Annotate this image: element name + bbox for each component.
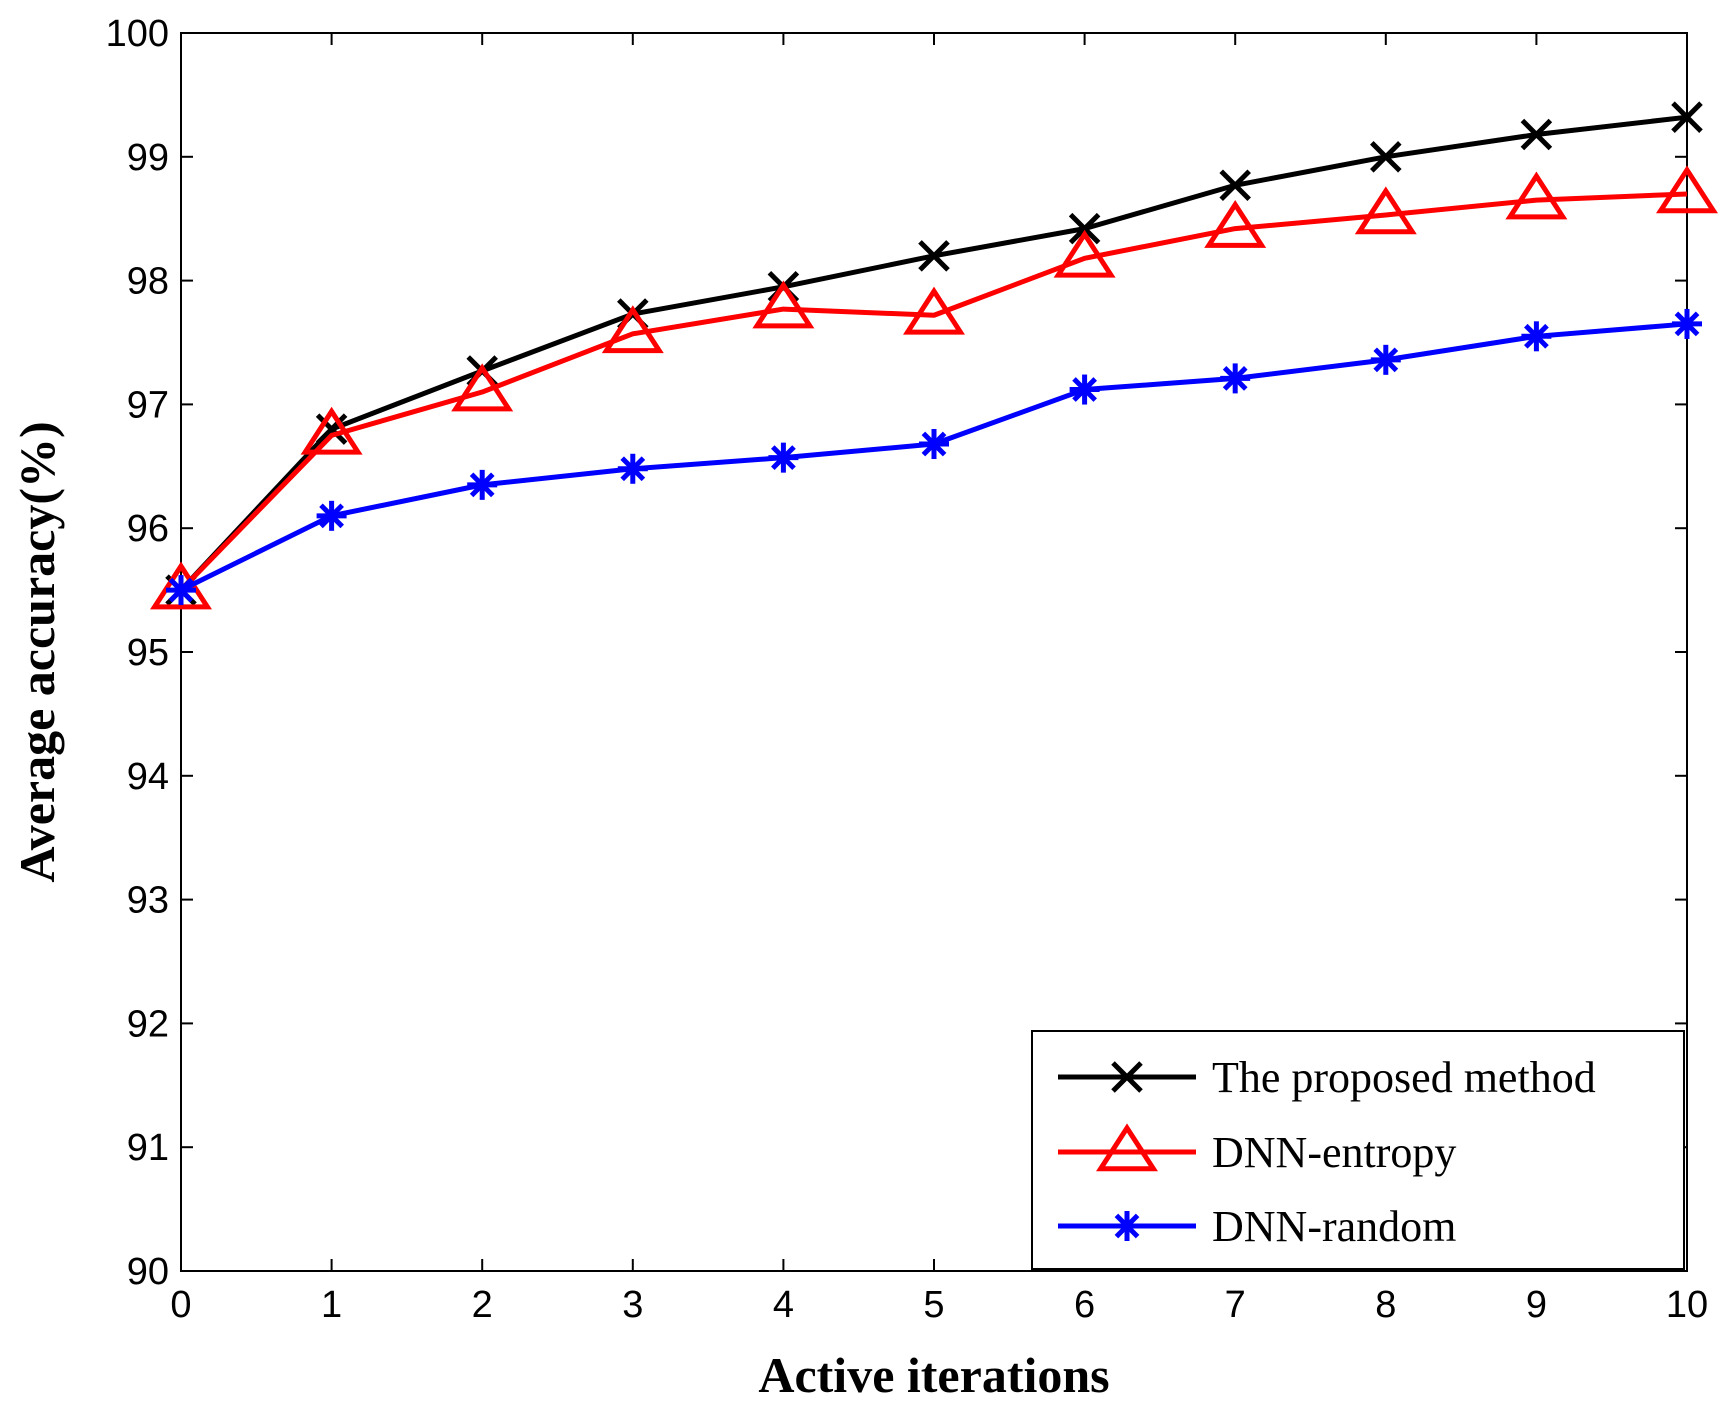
x-tick-label: 6: [1074, 1284, 1095, 1326]
marker-stroke: [918, 240, 950, 272]
data-point: [919, 429, 949, 460]
marker-stroke: [1219, 169, 1251, 202]
marker-stroke: [1370, 141, 1402, 173]
x-tick-label: 0: [170, 1284, 191, 1326]
data-point: [1520, 118, 1553, 151]
x-tick-label: 1: [321, 1284, 342, 1326]
legend-marker: [1096, 1123, 1158, 1172]
data-point: [601, 305, 664, 354]
series-dnn-random: [166, 308, 1702, 606]
y-tick-label: 100: [106, 13, 169, 55]
data-point: [315, 413, 348, 445]
marker-stroke: [1068, 212, 1101, 245]
y-tick-label: 90: [127, 1251, 169, 1293]
legend-marker: [1112, 1211, 1142, 1241]
legend-entry: DNN-entropy: [1058, 1123, 1456, 1177]
marker-stroke: [620, 456, 646, 482]
marker-stroke: [771, 445, 796, 471]
marker-stroke: [1222, 366, 1248, 391]
data-point: [1370, 141, 1402, 173]
x-tick-label: 10: [1666, 1284, 1708, 1326]
legend-label: DNN-random: [1212, 1202, 1456, 1251]
data-point: [1672, 308, 1702, 339]
marker-stroke: [1671, 101, 1703, 133]
y-tick-label: 96: [127, 508, 169, 550]
data-point: [166, 575, 196, 606]
y-tick-label: 99: [127, 137, 169, 179]
y-tick-label: 97: [127, 384, 169, 426]
legend-label: DNN-entropy: [1212, 1128, 1456, 1177]
marker-stroke: [921, 431, 947, 457]
series-dnn-entropy: [150, 165, 1718, 610]
data-point: [451, 363, 514, 412]
data-point: [1505, 171, 1568, 220]
marker-stroke: [1114, 1213, 1140, 1239]
legend-entry: DNN-random: [1058, 1202, 1456, 1251]
marker-stroke: [319, 503, 344, 529]
data-point: [1671, 101, 1703, 133]
marker-stroke: [315, 413, 348, 445]
legend-marker: [1111, 1061, 1143, 1093]
x-tick-label: 7: [1225, 1284, 1246, 1326]
data-point: [1521, 321, 1552, 352]
data-point: [467, 469, 498, 500]
axis-ticks: 0 1 2 3 4 5 6 7 8 9 10 90 91 92 93 94 95 96 97 98 99 100: [106, 13, 1709, 1326]
x-tick-label: 9: [1526, 1284, 1547, 1326]
x-tick-label: 5: [923, 1284, 944, 1326]
marker-stroke: [1520, 118, 1553, 151]
data-point: [768, 442, 799, 473]
marker-stroke: [469, 472, 495, 498]
data-point: [1053, 229, 1116, 278]
data-point: [903, 286, 965, 335]
legend-label: The proposed method: [1212, 1053, 1596, 1102]
data-point: [918, 240, 950, 272]
legend: The proposed method DNN-entropy DNN-random: [1031, 1030, 1685, 1270]
marker-stroke: [1072, 377, 1097, 402]
data-point: [1068, 212, 1101, 245]
data-point: [1220, 363, 1251, 394]
y-axis-title: Average accuracy(%): [9, 421, 65, 882]
marker-stroke: [168, 577, 194, 603]
series-layer: [150, 101, 1718, 610]
x-tick-label: 2: [472, 1284, 493, 1326]
legend-entry: The proposed method: [1058, 1053, 1596, 1102]
y-tick-label: 98: [127, 261, 169, 303]
y-tick-label: 92: [127, 1003, 169, 1045]
data-point: [1204, 200, 1267, 248]
y-tick-label: 95: [127, 632, 169, 674]
data-point: [1370, 344, 1401, 375]
data-point: [150, 561, 212, 610]
data-point: [617, 453, 648, 484]
data-point: [1069, 374, 1100, 405]
x-tick-label: 3: [622, 1284, 643, 1326]
y-tick-label: 94: [127, 756, 169, 798]
y-tick-label: 93: [127, 880, 169, 922]
data-point: [1354, 186, 1417, 235]
y-tick-label: 91: [127, 1127, 169, 1169]
data-point: [300, 406, 363, 455]
data-point: [1656, 165, 1718, 214]
x-tick-label: 8: [1375, 1284, 1396, 1326]
data-point: [752, 280, 815, 329]
marker-stroke: [1373, 347, 1399, 373]
x-tick-label: 4: [773, 1284, 794, 1326]
marker-stroke: [1674, 311, 1700, 337]
data-point: [1219, 169, 1251, 202]
marker-stroke: [1111, 1061, 1143, 1093]
x-axis-title: Active iterations: [758, 1347, 1109, 1403]
series-line: [179, 191, 1688, 592]
marker-stroke: [1524, 323, 1549, 349]
data-point: [316, 500, 347, 531]
